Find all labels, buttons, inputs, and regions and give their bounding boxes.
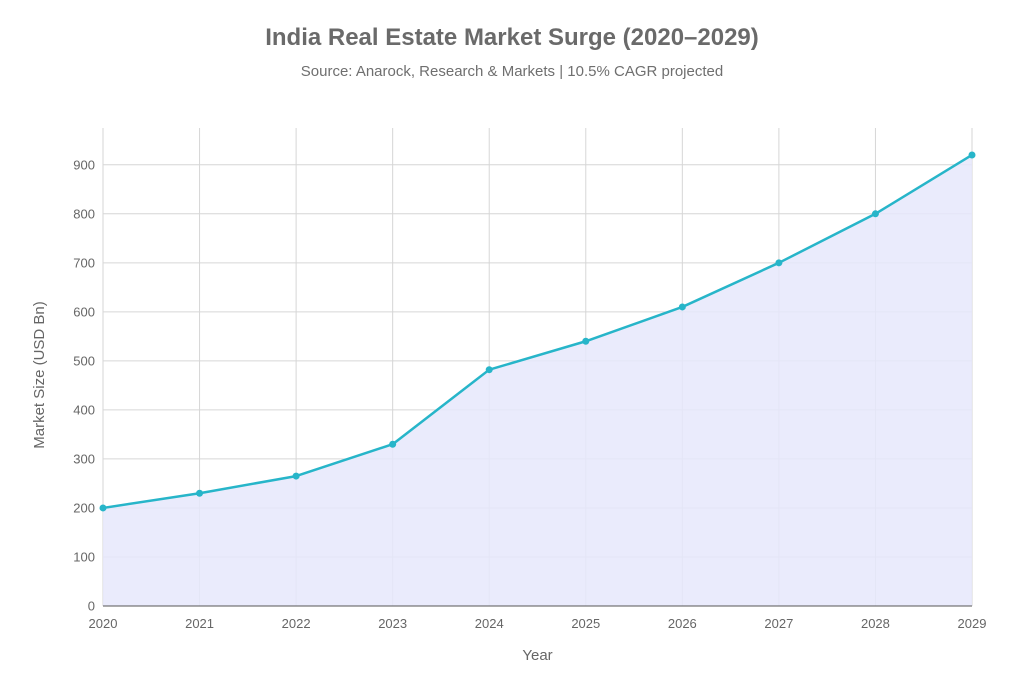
data-point-2025[interactable] (582, 337, 590, 345)
data-point-2024[interactable] (485, 366, 493, 374)
series-area-fill (103, 154, 972, 606)
y-tick-label: 100 (73, 549, 95, 564)
y-tick-label: 300 (73, 451, 95, 466)
x-tick-label: 2025 (571, 616, 600, 631)
data-point-2020[interactable] (99, 504, 107, 512)
series-line (102, 153, 973, 510)
chart-subtitle: Source: Anarock, Research & Markets | 10… (300, 63, 724, 80)
y-tick-label: 400 (73, 402, 95, 417)
x-tick-label: 2026 (668, 616, 697, 631)
points-layer (99, 151, 976, 512)
y-tick-label: 500 (73, 353, 95, 368)
data-point-2029[interactable] (968, 151, 976, 159)
x-axis-title: Year (522, 647, 552, 664)
data-point-2022[interactable] (292, 472, 300, 480)
x-tick-label: 2022 (282, 616, 311, 631)
x-tick-label: 2020 (89, 616, 118, 631)
x-tick-labels: 2020 2021 2022 2023 2024 2025 2026 2027 2028 2029 (89, 616, 987, 631)
x-tick-label: 2024 (475, 616, 504, 631)
y-tick-label: 600 (73, 304, 95, 319)
x-tick-label: 2027 (764, 616, 793, 631)
y-tick-label: 800 (73, 206, 95, 221)
y-tick-label: 0 (88, 599, 95, 614)
x-tick-label: 2028 (861, 616, 890, 631)
data-point-2027[interactable] (775, 259, 783, 267)
x-tick-label: 2021 (185, 616, 214, 631)
data-point-2023[interactable] (389, 440, 397, 448)
y-tick-label: 900 (73, 157, 95, 172)
y-tick-labels: 0 100 200 300 400 500 600 700 800 900 (73, 157, 95, 613)
data-point-2026[interactable] (678, 303, 686, 311)
y-tick-label: 200 (73, 500, 95, 515)
chart-title: India Real Estate Market Surge (2020–202… (265, 24, 759, 51)
data-point-2028[interactable] (871, 210, 879, 218)
data-point-2021[interactable] (196, 489, 204, 497)
x-tick-label: 2029 (958, 616, 987, 631)
y-axis-title: Market Size (USD Bn) (31, 301, 48, 449)
y-tick-label: 700 (73, 255, 95, 270)
x-tick-label: 2023 (378, 616, 407, 631)
